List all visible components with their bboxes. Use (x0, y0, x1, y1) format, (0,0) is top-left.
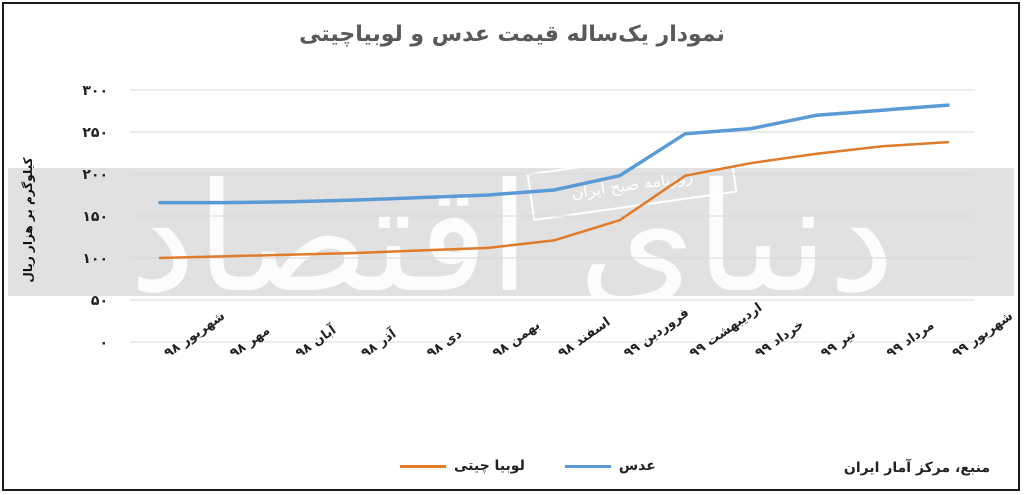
source-note: منبع، مرکز آمار ایران (843, 460, 990, 476)
legend-label-lentil: عدس (618, 458, 656, 474)
data-point-lentil (290, 200, 293, 203)
legend-swatch-lentil (564, 464, 611, 468)
data-point-bean (487, 246, 490, 250)
data-point-lentil (158, 201, 162, 204)
y-tick-label: ۲۰۰ (82, 167, 108, 183)
y-axis-label-text: کیلوگرم بر هزار ریال (21, 157, 35, 283)
y-tick-label: ۰ (99, 335, 108, 351)
y-tick-label: ۱۵۰ (82, 209, 108, 225)
data-point-lentil (355, 198, 359, 202)
data-point-lentil (224, 201, 227, 204)
x-tick-label: تیر ۹۹ (818, 327, 858, 361)
legend-swatch-bean (400, 464, 446, 468)
data-point-lentil (421, 196, 424, 199)
data-point-bean (618, 219, 621, 222)
x-tick-label: دی ۹۸ (424, 326, 465, 361)
data-point-lentil (815, 114, 818, 117)
data-point-bean (290, 253, 293, 256)
data-point-bean (552, 239, 556, 242)
data-point-bean (881, 145, 884, 148)
data-point-lentil (881, 108, 884, 112)
data-point-bean (749, 161, 753, 165)
x-tick-label: شهریور ۹۹ (950, 309, 1016, 362)
legend-item-lentil: عدس (564, 458, 656, 474)
data-point-bean (158, 256, 162, 260)
data-point-lentil (552, 188, 556, 192)
data-point-lentil (684, 132, 687, 135)
chart-title: نمودار یک‌ساله قیمت عدس و لوبیاچیتی (299, 22, 725, 47)
data-point-lentil (749, 127, 753, 130)
watermark-band (8, 168, 1014, 296)
y-tick-label: ۵۰ (91, 293, 108, 309)
legend-label-bean: لوبیا چیتی (454, 458, 525, 474)
data-point-lentil (618, 174, 621, 177)
y-tick-label: ۱۰۰ (82, 251, 108, 267)
data-point-bean (684, 174, 687, 177)
watermark-text: دنیای اقتصاد (129, 152, 895, 326)
data-point-lentil (946, 103, 950, 107)
y-tick-label: ۳۰۰ (82, 83, 108, 99)
legend: عدس لوبیا چیتی (400, 458, 656, 474)
y-tick-label: ۲۵۰ (82, 125, 108, 141)
watermark-stamp (526, 144, 738, 222)
data-point-bean (946, 140, 950, 144)
data-point-lentil (487, 193, 490, 197)
x-tick-label: آذر ۹۸ (358, 325, 400, 362)
legend-item-bean: لوبیا چیتی (400, 458, 525, 474)
data-point-bean (421, 249, 424, 252)
x-tick-label: آبان ۹۸ (292, 321, 340, 361)
data-point-bean (355, 251, 359, 255)
data-point-bean (224, 255, 227, 258)
y-axis-label: کیلوگرم بر هزار ریال (18, 157, 38, 283)
data-point-bean (815, 152, 818, 156)
